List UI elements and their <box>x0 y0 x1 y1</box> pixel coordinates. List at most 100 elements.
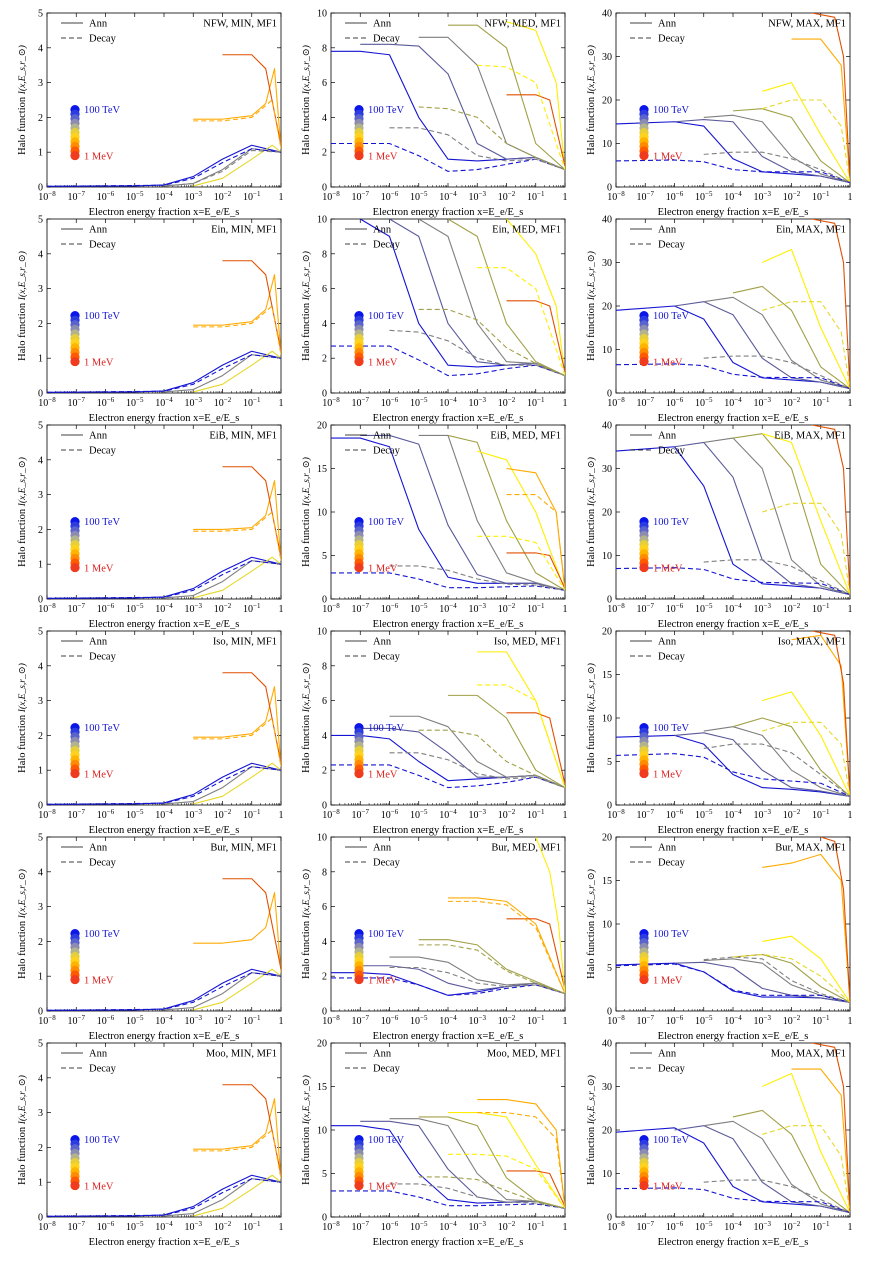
series-line-decay-dashed <box>331 142 565 172</box>
series-line-ann-solid <box>193 144 281 187</box>
x-tick-label: 10−2 <box>498 396 516 409</box>
x-tick-label: 10−1 <box>243 1014 261 1027</box>
x-tick-label: 1 <box>848 810 853 821</box>
series-line-ann-solid <box>331 437 565 591</box>
colorbar-dot <box>354 1180 364 1191</box>
colorbar-top-label: 100 TeV <box>368 929 405 940</box>
x-axis-label: Electron energy fraction x=E_e/E_s <box>89 207 240 218</box>
x-tick-label: 10−3 <box>469 1220 487 1233</box>
series-line-ann-solid <box>222 466 281 558</box>
x-tick-label: 10−2 <box>498 808 516 821</box>
y-tick-label: 40 <box>602 1039 612 1050</box>
x-tick-label: 10−5 <box>126 1220 144 1233</box>
x-tick-label: 10−4 <box>724 808 742 821</box>
series-line-ann-solid <box>193 556 281 599</box>
series-line-ann-solid <box>193 762 281 805</box>
series-group <box>47 466 281 599</box>
series-line-decay-dashed <box>762 99 850 183</box>
y-tick-label: 8 <box>322 661 327 672</box>
x-tick-label: 10−6 <box>666 808 684 821</box>
x-tick-label: 10−5 <box>126 396 144 409</box>
series-line-ann-solid <box>506 712 565 785</box>
x-tick-label: 1 <box>279 1016 284 1027</box>
y-tick-label: 0 <box>38 595 43 606</box>
x-tick-label: 1 <box>279 398 284 409</box>
x-tick-label: 1 <box>563 1016 568 1027</box>
series-group <box>47 672 281 805</box>
x-axis-label: Electron energy fraction x=E_e/E_s <box>658 413 809 424</box>
y-tick-label: 0 <box>38 1007 43 1018</box>
x-tick-label: 10−8 <box>38 808 56 821</box>
y-tick-label: 5 <box>38 215 43 226</box>
plot-frame <box>330 12 566 188</box>
panel-moo-med-mf1: 10−8 10−7 10−6 10−5 10−4 10−3 10−2 10−1 10510152… <box>301 1039 568 1249</box>
x-axis-label: Electron energy fraction x=E_e/E_s <box>658 619 809 630</box>
panel-title: Ein, MIN, MF1 <box>211 225 277 236</box>
x-tick-label: 10−6 <box>666 190 684 203</box>
plot-frame <box>615 424 851 600</box>
x-tick-label: 10−2 <box>783 1220 801 1233</box>
legend-decay-label: Decay <box>658 1064 686 1075</box>
legend-decay-label: Decay <box>373 652 401 663</box>
x-tick-label: 10−1 <box>812 190 830 203</box>
panel-moo-max-mf1: 10−8 10−7 10−6 10−5 10−4 10−3 10−2 10−1 10102030… <box>586 1039 853 1249</box>
series-group <box>47 260 281 393</box>
x-tick-label: 10−3 <box>469 602 487 615</box>
colorbar-top-label: 100 TeV <box>653 105 690 116</box>
y-tick-label: 3 <box>38 1108 43 1119</box>
series-line-ann-solid <box>762 1072 850 1213</box>
series-line-ann-solid <box>389 1118 565 1209</box>
legend-ann-label: Ann <box>373 843 392 854</box>
y-tick-label: 20 <box>602 302 612 313</box>
panel-bur-max-mf1: 10−8 10−7 10−6 10−5 10−4 10−3 10−2 10−1 10510152… <box>586 833 853 1043</box>
x-axis-label: Electron energy fraction x=E_e/E_s <box>373 619 524 630</box>
x-tick-label: 10−8 <box>38 602 56 615</box>
colorbar-dot <box>639 150 649 161</box>
x-tick-label: 10−1 <box>812 808 830 821</box>
x-tick-label: 10−3 <box>754 396 772 409</box>
y-tick-label: 40 <box>602 421 612 432</box>
x-tick-label: 10−3 <box>185 396 203 409</box>
series-line-decay-dashed <box>389 752 565 789</box>
x-tick-label: 10−6 <box>381 190 399 203</box>
colorbar-bottom-label: 1 MeV <box>368 770 398 781</box>
legend-decay-label: Decay <box>373 240 401 251</box>
series-line-decay-dashed <box>389 966 565 995</box>
series-line-ann-solid <box>703 114 850 184</box>
y-tick-label: 2 <box>38 113 43 124</box>
y-tick-label: 0 <box>607 1007 612 1018</box>
series-line-ann-solid <box>703 1120 850 1214</box>
x-tick-label: 10−1 <box>812 1014 830 1027</box>
x-tick-label: 10−7 <box>68 1014 86 1027</box>
series-line-ann-solid <box>163 354 281 393</box>
y-tick-label: 20 <box>602 833 612 844</box>
y-tick-label: 20 <box>602 627 612 638</box>
x-tick-label: 10−8 <box>607 808 625 821</box>
panel-title: Moo, MIN, MF1 <box>206 1049 277 1060</box>
series-line-ann-solid <box>477 450 565 591</box>
series-line-decay-dashed <box>616 963 850 1003</box>
series-line-ann-solid <box>163 560 281 599</box>
x-tick-label: 10−8 <box>607 602 625 615</box>
x-tick-label: 10−1 <box>527 1220 545 1233</box>
x-tick-label: 1 <box>848 192 853 203</box>
y-tick-label: 30 <box>602 258 612 269</box>
series-line-decay-dashed <box>193 99 281 149</box>
x-tick-label: 1 <box>848 398 853 409</box>
series-line-decay-dashed <box>477 684 565 788</box>
x-tick-label: 10−7 <box>637 808 655 821</box>
y-tick-label: 4 <box>38 1073 43 1084</box>
x-tick-label: 10−3 <box>754 602 772 615</box>
panel-nfw-max-mf1: 10−8 10−7 10−6 10−5 10−4 10−3 10−2 10−1 10102030… <box>586 9 853 219</box>
plot-frame <box>46 1042 282 1218</box>
series-line-ann-solid <box>47 350 281 393</box>
plot-frame <box>330 218 566 394</box>
y-axis-label: Halo function I(x,E_s,r_⊙) <box>301 457 312 567</box>
panel-eib-min-mf1: 10−8 10−7 10−6 10−5 10−4 10−3 10−2 10−1 1 0 1 2 3 4 5 H… <box>17 421 284 631</box>
series-line-ann-solid <box>674 441 850 596</box>
series-group <box>47 54 281 187</box>
x-tick-label: 10−6 <box>97 190 115 203</box>
series-line-ann-solid <box>193 686 281 767</box>
x-tick-label: 1 <box>279 604 284 615</box>
x-tick-label: 1 <box>563 398 568 409</box>
